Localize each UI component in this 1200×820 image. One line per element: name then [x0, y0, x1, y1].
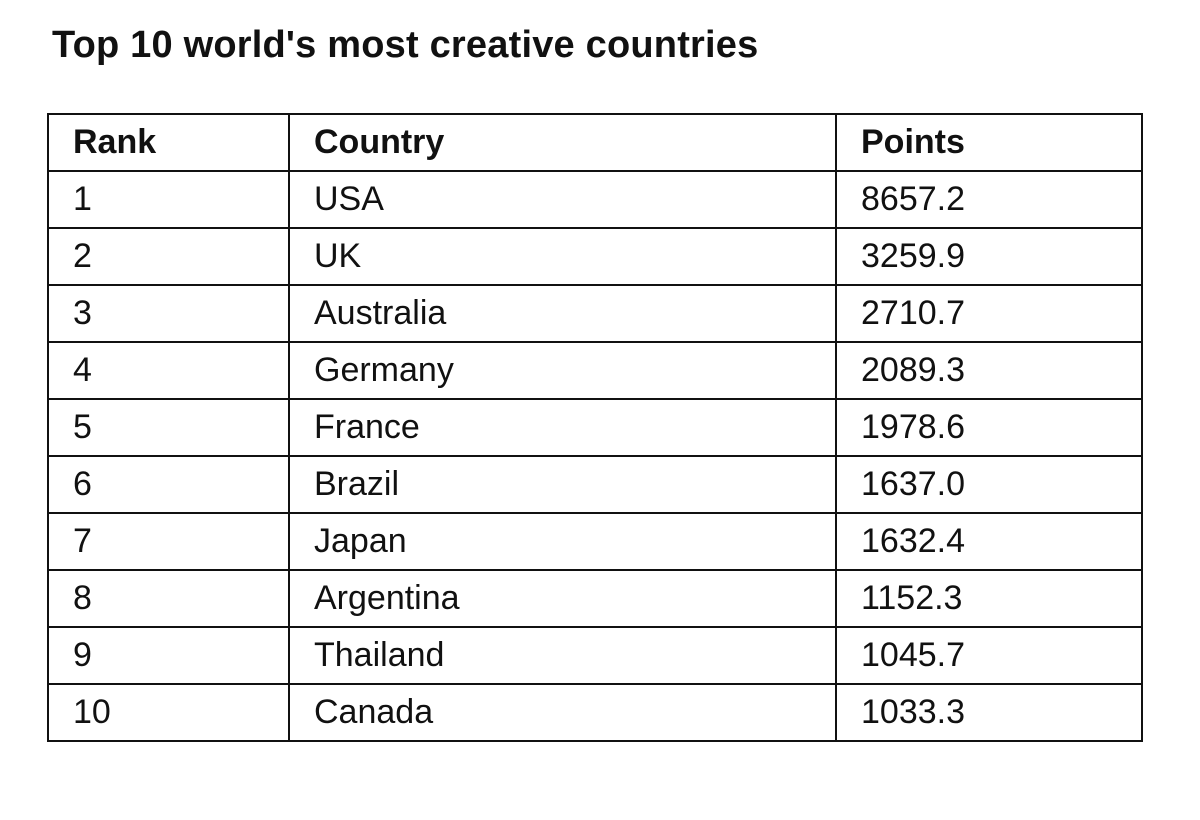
points-cell: 1978.6	[835, 398, 1143, 457]
country-cell: USA	[288, 170, 837, 229]
ranking-table: Rank Country Points 1 USA 8657.2 2 UK 32…	[47, 113, 1143, 742]
rank-cell: 5	[47, 398, 290, 457]
table-row: 3 Australia 2710.7	[47, 284, 1143, 343]
table-row: 10 Canada 1033.3	[47, 683, 1143, 742]
rank-cell: 4	[47, 341, 290, 400]
points-cell: 1152.3	[835, 569, 1143, 628]
table-row: 5 France 1978.6	[47, 398, 1143, 457]
points-cell: 1045.7	[835, 626, 1143, 685]
country-cell: UK	[288, 227, 837, 286]
rank-cell: 10	[47, 683, 290, 742]
points-cell: 1632.4	[835, 512, 1143, 571]
rank-cell: 7	[47, 512, 290, 571]
rank-cell: 1	[47, 170, 290, 229]
points-cell: 1033.3	[835, 683, 1143, 742]
header-row: Rank Country Points	[47, 113, 1143, 172]
table-row: 8 Argentina 1152.3	[47, 569, 1143, 628]
country-cell: Canada	[288, 683, 837, 742]
country-cell: Thailand	[288, 626, 837, 685]
rank-cell: 6	[47, 455, 290, 514]
rank-cell: 9	[47, 626, 290, 685]
country-cell: Japan	[288, 512, 837, 571]
table-row: 6 Brazil 1637.0	[47, 455, 1143, 514]
column-header-points: Points	[835, 113, 1143, 172]
points-cell: 3259.9	[835, 227, 1143, 286]
table-row: 9 Thailand 1045.7	[47, 626, 1143, 685]
country-cell: Australia	[288, 284, 837, 343]
rank-cell: 8	[47, 569, 290, 628]
column-header-rank: Rank	[47, 113, 290, 172]
points-cell: 2710.7	[835, 284, 1143, 343]
table-title: Top 10 world's most creative countries	[52, 24, 759, 66]
table-row: 7 Japan 1632.4	[47, 512, 1143, 571]
country-cell: Germany	[288, 341, 837, 400]
points-cell: 8657.2	[835, 170, 1143, 229]
column-header-country: Country	[288, 113, 837, 172]
rank-cell: 3	[47, 284, 290, 343]
table-row: 2 UK 3259.9	[47, 227, 1143, 286]
points-cell: 2089.3	[835, 341, 1143, 400]
country-cell: Brazil	[288, 455, 837, 514]
country-cell: France	[288, 398, 837, 457]
country-cell: Argentina	[288, 569, 837, 628]
points-cell: 1637.0	[835, 455, 1143, 514]
rank-cell: 2	[47, 227, 290, 286]
table-row: 4 Germany 2089.3	[47, 341, 1143, 400]
table-row: 1 USA 8657.2	[47, 170, 1143, 229]
